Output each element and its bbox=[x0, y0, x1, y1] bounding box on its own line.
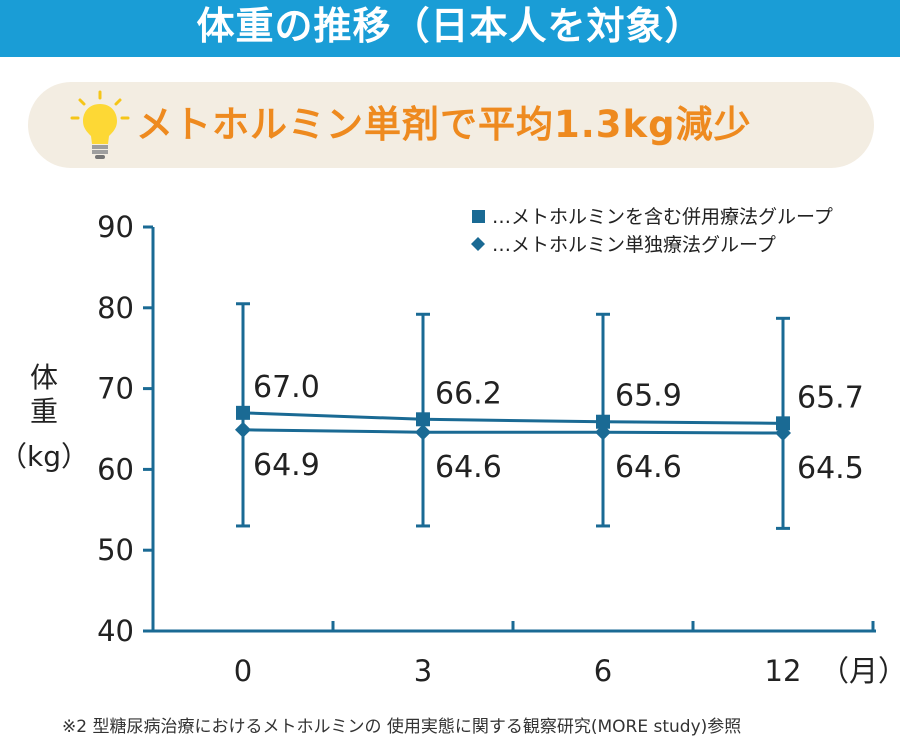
y-tick-label: 60 bbox=[97, 452, 134, 486]
data-label-mono: 64.6 bbox=[615, 450, 682, 485]
x-tick-label: 3 bbox=[414, 654, 432, 688]
footnote: ※2 型糖尿病治療におけるメトホルミンの 使用実態に関する観察研究(MORE s… bbox=[62, 717, 742, 737]
y-axis-label: （kg） bbox=[0, 440, 89, 473]
square-marker bbox=[236, 405, 250, 420]
series-line-0 bbox=[242, 411, 784, 425]
y-tick-label: 80 bbox=[97, 291, 134, 325]
series-line-1 bbox=[242, 428, 784, 435]
legend-square-icon bbox=[472, 210, 485, 223]
chart-legend: …メトホルミンを含む併用療法グループ …メトホルミン単独療法グループ bbox=[471, 206, 833, 256]
legend-label-combo: …メトホルミンを含む併用療法グループ bbox=[492, 206, 833, 228]
lightbulb-icon bbox=[70, 90, 130, 159]
header-bar: 体重の推移（日本人を対象） bbox=[0, 0, 900, 57]
summary-banner: メトホルミン単剤で平均1.3kg減少 bbox=[28, 82, 874, 168]
data-label-combo: 66.2 bbox=[435, 376, 502, 411]
diamond-marker bbox=[595, 424, 611, 441]
data-label-mono: 64.5 bbox=[797, 451, 864, 486]
series-lines bbox=[242, 411, 784, 435]
y-tick-label: 40 bbox=[97, 614, 134, 648]
series-markers bbox=[235, 405, 791, 442]
x-tick-label: 12 bbox=[765, 654, 802, 688]
data-label-combo: 65.7 bbox=[797, 380, 864, 415]
data-label-combo: 67.0 bbox=[253, 370, 320, 405]
square-marker bbox=[416, 412, 430, 427]
x-tick-label: 6 bbox=[594, 654, 612, 688]
square-marker bbox=[596, 414, 610, 429]
diamond-marker bbox=[775, 425, 791, 442]
data-label-mono: 64.9 bbox=[253, 448, 320, 483]
data-label-combo: 65.9 bbox=[615, 379, 682, 414]
legend-label-mono: …メトホルミン単独療法グループ bbox=[492, 234, 776, 256]
summary-text: メトホルミン単剤で平均1.3kg減少 bbox=[136, 103, 752, 146]
page-title: 体重の推移（日本人を対象） bbox=[196, 4, 704, 48]
x-tick-label: 0 bbox=[234, 654, 252, 688]
data-label-mono: 64.6 bbox=[435, 450, 502, 485]
y-axis-label: 体 bbox=[30, 361, 58, 394]
diamond-marker bbox=[235, 421, 251, 438]
diamond-marker bbox=[415, 424, 431, 441]
chart-axes: 40 50 60 70 80 90 0 3 6 12 （月） 体重 （kg） bbox=[0, 210, 900, 688]
y-tick-label: 70 bbox=[97, 372, 134, 406]
data-labels: 67.0 66.2 65.9 65.7 64.9 64.6 64.6 64.5 bbox=[253, 370, 864, 486]
y-axis-label: 重 bbox=[30, 395, 58, 428]
x-unit-label: （月） bbox=[820, 654, 900, 688]
legend-diamond-icon bbox=[471, 237, 485, 251]
y-tick-label: 90 bbox=[97, 210, 134, 244]
y-tick-label: 50 bbox=[97, 533, 134, 567]
square-marker bbox=[776, 416, 790, 431]
